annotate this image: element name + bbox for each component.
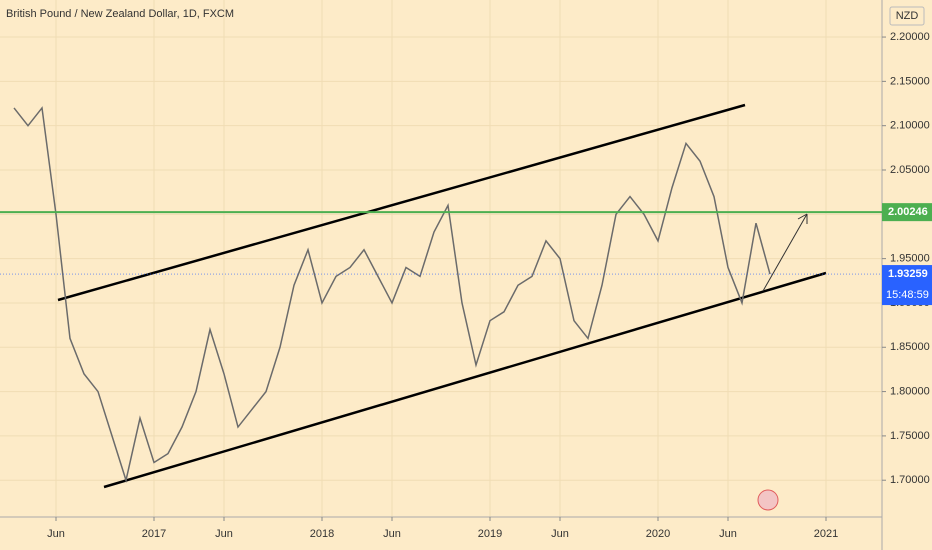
lower-trend-line bbox=[103, 271, 827, 489]
last-price-label: 1.93259 bbox=[888, 268, 928, 280]
x-tick-label: Jun bbox=[719, 528, 737, 540]
arrow bbox=[762, 213, 808, 292]
price-label-box bbox=[882, 203, 932, 222]
y-tick-label: 1.70000 bbox=[890, 474, 930, 486]
x-tick-label: Jun bbox=[215, 528, 233, 540]
x-tick-label: 2020 bbox=[646, 528, 670, 540]
last-price-box bbox=[882, 265, 932, 306]
x-tick-label: 2021 bbox=[814, 528, 838, 540]
x-tick-label: Jun bbox=[551, 528, 569, 540]
y-tick-label: 2.15000 bbox=[890, 75, 930, 87]
currency-box bbox=[889, 6, 925, 26]
upper-trend-line bbox=[57, 103, 746, 302]
y-tick-label: 2.05000 bbox=[890, 164, 930, 176]
y-tick-label: 1.75000 bbox=[890, 430, 930, 442]
x-tick-label: 2018 bbox=[310, 528, 334, 540]
chart-title: British Pound / New Zealand Dollar, 1D, … bbox=[6, 8, 234, 20]
y-tick-label: 2.10000 bbox=[890, 120, 930, 132]
logo bbox=[757, 489, 779, 511]
countdown: 15:48:59 bbox=[886, 289, 929, 301]
currency: NZD bbox=[896, 10, 919, 22]
x-tick-label: Jun bbox=[383, 528, 401, 540]
x-tick-label: 2019 bbox=[478, 528, 502, 540]
price-label: 2.00246 bbox=[888, 206, 928, 218]
y-tick-label: 1.85000 bbox=[890, 341, 930, 353]
y-tick-label: 2.20000 bbox=[890, 31, 930, 43]
x-tick-label: Jun bbox=[47, 528, 65, 540]
x-tick-label: 2017 bbox=[142, 528, 166, 540]
price-line bbox=[13, 106, 771, 484]
arrow-head bbox=[797, 213, 808, 224]
y-tick-label: 1.95000 bbox=[890, 253, 930, 265]
y-tick-label: 1.80000 bbox=[890, 385, 930, 397]
